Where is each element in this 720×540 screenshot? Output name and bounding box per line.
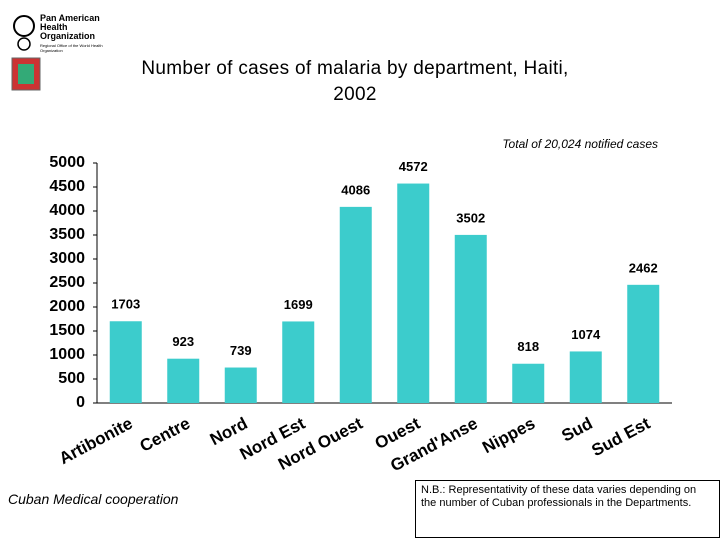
chart-subtitle: Total of 20,024 notified cases	[502, 137, 658, 151]
note: N.B.: Representativity of these data var…	[415, 480, 720, 538]
bar	[282, 321, 315, 403]
value-label: 1703	[111, 297, 140, 312]
x-tick-label: Sud	[558, 414, 595, 446]
value-label: 818	[517, 339, 539, 354]
y-tick-label: 2000	[49, 298, 85, 315]
bar	[224, 367, 257, 403]
bar	[627, 284, 660, 403]
source: Cuban Medical cooperation	[8, 491, 179, 507]
bar	[397, 183, 430, 403]
value-label: 1074	[571, 327, 601, 342]
value-label: 2462	[629, 260, 658, 275]
y-tick-label: 3000	[49, 250, 85, 267]
logo-subtitle: Regional Office of the World Health Orga…	[40, 43, 103, 53]
value-label: 1699	[284, 297, 313, 312]
logo-name: Pan American Health Organization	[40, 13, 100, 41]
x-tick-label: Artibonite	[56, 414, 136, 468]
y-tick-label: 1500	[49, 322, 85, 339]
logo-who	[17, 37, 31, 51]
x-tick-label: Centre	[137, 414, 193, 456]
haiti-emblem-inner	[18, 64, 34, 84]
x-tick-label: Sud Est	[588, 414, 653, 461]
y-tick-label: 0	[76, 394, 85, 411]
bar	[569, 351, 602, 403]
value-label: 739	[230, 343, 252, 358]
bar	[512, 363, 545, 403]
bar	[454, 234, 487, 403]
value-label: 3502	[456, 210, 485, 225]
y-tick-label: 3500	[49, 226, 85, 243]
bar	[167, 358, 200, 403]
y-tick-label: 4500	[49, 178, 85, 195]
bar	[109, 321, 142, 403]
y-tick-label: 4000	[49, 202, 85, 219]
value-label: 923	[172, 334, 194, 349]
y-tick-label: 2500	[49, 274, 85, 291]
x-tick-label: Nippes	[479, 414, 538, 457]
value-label: 4086	[341, 182, 370, 197]
value-label: 4572	[399, 159, 428, 174]
bar	[339, 206, 372, 403]
y-tick-label: 500	[58, 370, 85, 387]
y-tick-label: 5000	[49, 154, 85, 171]
logo-globe	[13, 15, 35, 37]
chart-title: Number of cases of malaria by department…	[141, 58, 569, 105]
y-tick-label: 1000	[49, 346, 85, 363]
